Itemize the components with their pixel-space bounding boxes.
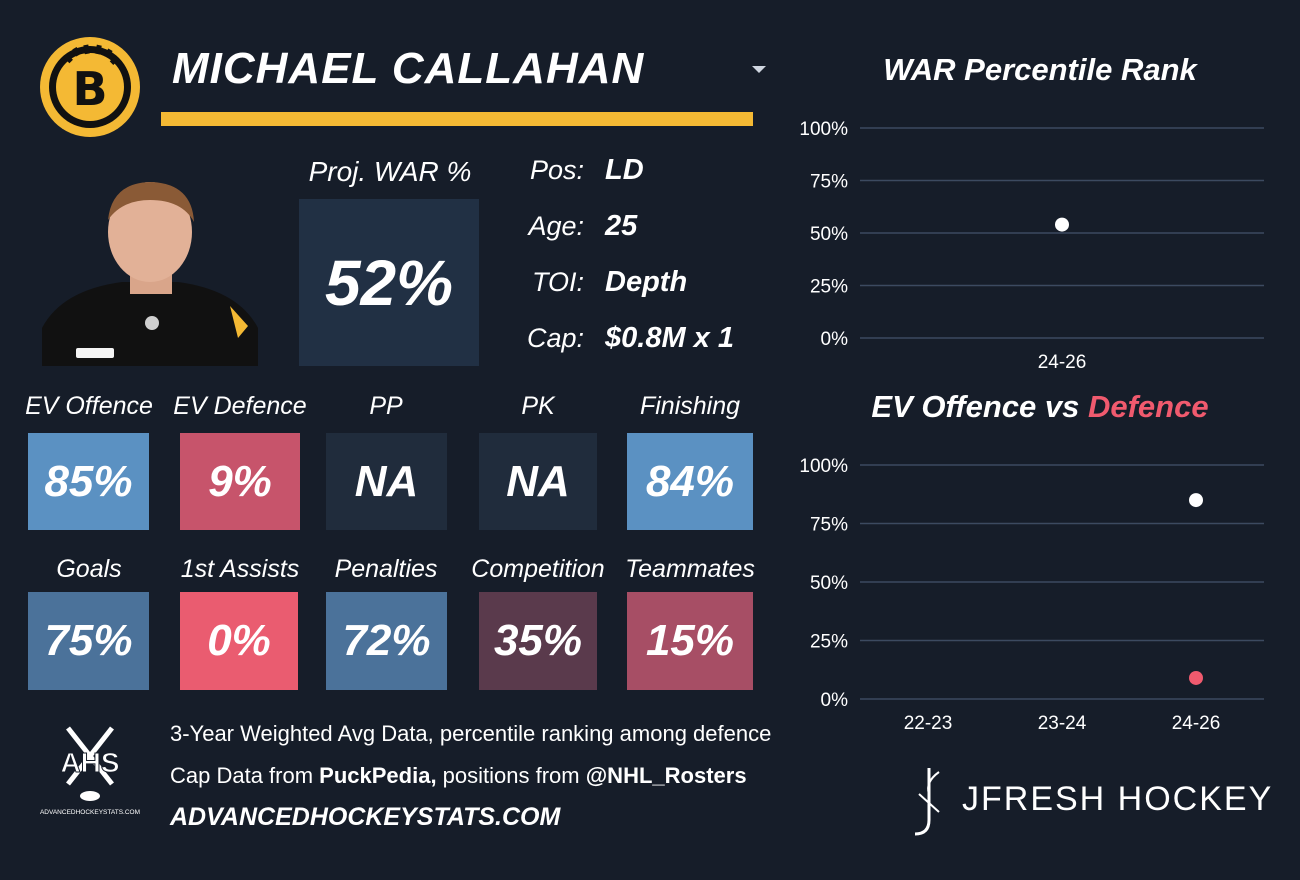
website-url[interactable]: ADVANCEDHOCKEYSTATS.COM: [170, 803, 561, 831]
ev-chart-title-part1: EV Offence vs: [871, 389, 1088, 424]
footer-line-1: 3-Year Weighted Avg Data, percentile ran…: [170, 721, 772, 746]
y-tick-label: 0%: [821, 690, 849, 711]
cap-label: Cap:: [526, 323, 584, 353]
y-tick-label: 25%: [810, 632, 848, 653]
cap-value: $0.8M x 1: [605, 322, 734, 354]
x-tick-label: 22-23: [904, 713, 953, 734]
stat-label-1st-assists: 1st Assists: [180, 555, 300, 583]
ev-chart-title-part2: Defence: [1087, 389, 1209, 424]
stat-tile-penalties: 72%: [326, 592, 447, 690]
stat-label-goals: Goals: [56, 555, 122, 583]
x-tick-label: 24-26: [1038, 352, 1087, 373]
stat-tile-ev-offence: 85%: [28, 433, 149, 530]
footer-line-2-prefix: Cap Data from: [170, 763, 320, 788]
y-tick-label: 75%: [810, 515, 848, 536]
footer-line-2-mid: positions from: [436, 763, 586, 788]
x-tick-label: 24-26: [1172, 713, 1221, 734]
stat-tile-1st-assists: 0%: [180, 592, 298, 690]
ahs-logo-subtext: ADVANCEDHOCKEYSTATS.COM: [40, 809, 140, 816]
player-photo: [42, 182, 258, 366]
stat-label-ev-offence: EV Offence: [25, 392, 153, 420]
stat-tile-pp: NA: [326, 433, 447, 530]
stat-label-penalties: Penalties: [334, 555, 438, 583]
stat-tile-pk: NA: [479, 433, 597, 530]
data-point: [1055, 217, 1069, 232]
x-tick-label: 23-24: [1038, 713, 1087, 734]
stat-tile-competition: 35%: [479, 592, 597, 690]
stat-label-teammates: Teammates: [625, 555, 755, 583]
pos-label: Pos:: [529, 155, 584, 185]
proj-war-value: 52%: [299, 199, 479, 366]
ev-chart-title: EV Offence vs Defence: [820, 389, 1260, 425]
y-tick-label: 50%: [810, 573, 848, 594]
age-value: 25: [605, 210, 638, 242]
proj-war-label: Proj. WAR %: [308, 156, 472, 187]
jfresh-brand: JFRESH HOCKEY: [962, 780, 1274, 818]
nhl-rosters-link[interactable]: @NHL_Rosters: [585, 763, 747, 788]
team-logo: B: [40, 37, 140, 137]
chevron-down-icon[interactable]: [750, 63, 768, 75]
stat-tile-ev-defence: 9%: [180, 433, 300, 530]
y-tick-label: 100%: [799, 119, 848, 140]
y-tick-label: 25%: [810, 277, 848, 298]
puckpedia-link[interactable]: PuckPedia,: [319, 763, 437, 788]
toi-label: TOI:: [531, 267, 584, 297]
jfresh-logo-icon: [914, 768, 940, 836]
stat-label-ev-defence: EV Defence: [173, 392, 307, 420]
war-percentile-chart: 100% 75% 50% 25% 0% 24-26: [799, 119, 1264, 373]
name-underline: [161, 112, 753, 126]
stat-label-pp: PP: [369, 392, 403, 420]
y-tick-label: 75%: [810, 172, 848, 193]
data-point: [1189, 670, 1203, 685]
stat-label-pk: PK: [521, 392, 555, 420]
age-label: Age:: [528, 211, 584, 241]
stat-tile-goals: 75%: [28, 592, 149, 690]
stat-tile-teammates: 15%: [627, 592, 753, 690]
pos-value: LD: [605, 154, 644, 186]
y-tick-label: 100%: [799, 456, 848, 477]
war-chart-title: WAR Percentile Rank: [883, 52, 1197, 87]
toi-value: Depth: [605, 266, 688, 298]
player-name: MICHAEL CALLAHAN: [172, 44, 645, 93]
y-tick-label: 50%: [810, 224, 848, 245]
stat-tile-finishing: 84%: [627, 433, 753, 530]
ahs-logo-text: AHS: [60, 747, 119, 778]
data-point: [1189, 493, 1203, 508]
stat-label-competition: Competition: [471, 555, 605, 583]
logo-letter: B: [72, 62, 107, 116]
ev-offence-defence-chart: 100% 75% 50% 25% 0% 22-23 23-24 24-26: [799, 456, 1264, 734]
footer-line-2: Cap Data from PuckPedia, positions from …: [170, 763, 747, 789]
ahs-logo: AHS ADVANCEDHOCKEYSTATS.COM: [40, 726, 140, 816]
stat-label-finishing: Finishing: [639, 392, 741, 420]
y-tick-label: 0%: [821, 329, 849, 350]
